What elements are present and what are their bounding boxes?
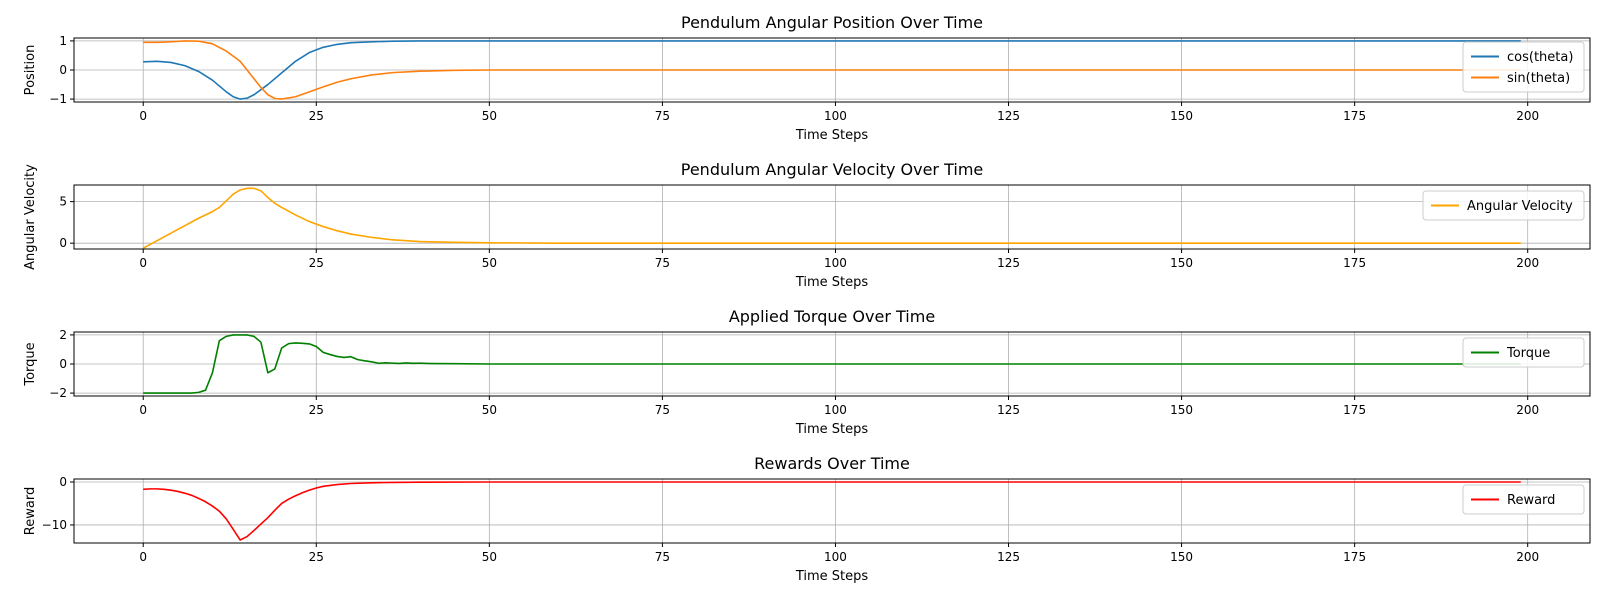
x-tick-label: 125 — [997, 256, 1020, 270]
x-tick-label: 75 — [655, 256, 670, 270]
series-line-1 — [143, 481, 1521, 541]
x-tick-label: 125 — [997, 550, 1020, 564]
x-tick-label: 150 — [1170, 256, 1193, 270]
legend-label: sin(theta) — [1507, 71, 1570, 86]
y-axis-label: Angular Velocity — [23, 164, 38, 270]
x-tick-label: 175 — [1343, 109, 1366, 123]
x-tick-label: 25 — [309, 109, 324, 123]
y-tick-label: −2 — [49, 386, 67, 400]
x-tick-label: 100 — [824, 550, 847, 564]
series-line-1 — [143, 334, 1521, 394]
x-tick-label: 200 — [1516, 109, 1539, 123]
x-tick-label: 175 — [1343, 550, 1366, 564]
legend-label: Angular Velocity — [1467, 199, 1573, 214]
legend: Reward — [1462, 484, 1585, 515]
x-axis-label: Time Steps — [795, 422, 869, 437]
x-tick-label: 25 — [309, 403, 324, 417]
y-tick-label: 2 — [59, 328, 67, 342]
legend-box — [1462, 41, 1585, 93]
chart-panel-4: 0 25 50 75 100 125 150 175 200 −10 0 Rewards Over T… — [23, 454, 1591, 584]
y-tick-label: 1 — [59, 34, 67, 48]
x-tick-label: 200 — [1516, 256, 1539, 270]
x-tick-label: 125 — [997, 403, 1020, 417]
x-tick-label: 75 — [655, 403, 670, 417]
x-tick-label: 125 — [997, 109, 1020, 123]
x-tick-label: 175 — [1343, 256, 1366, 270]
legend: cos(theta) sin(theta) — [1462, 41, 1585, 93]
series-line-1 — [143, 40, 1521, 100]
x-tick-label: 100 — [824, 109, 847, 123]
legend-label: cos(theta) — [1507, 50, 1573, 65]
x-tick-label: 175 — [1343, 403, 1366, 417]
x-axis-label: Time Steps — [795, 275, 869, 290]
x-tick-label: 75 — [655, 550, 670, 564]
y-tick-label: 0 — [59, 236, 67, 250]
y-tick-label: 0 — [59, 357, 67, 371]
chart-panel-1: 0 25 50 75 100 125 150 175 200 −1 0 1 Pendulum Angul… — [23, 13, 1591, 143]
series-line-2 — [143, 40, 1521, 100]
x-tick-label: 50 — [482, 403, 497, 417]
plot-frame — [73, 184, 1591, 250]
legend-label: Reward — [1507, 493, 1555, 508]
chart-panel-3: 0 25 50 75 100 125 150 175 200 −2 0 2 Applied Torque… — [23, 307, 1591, 437]
x-tick-label: 200 — [1516, 550, 1539, 564]
x-tick-label: 150 — [1170, 403, 1193, 417]
legend: Angular Velocity — [1422, 190, 1585, 221]
chart-title: Pendulum Angular Position Over Time — [681, 13, 983, 32]
x-tick-label: 50 — [482, 550, 497, 564]
x-tick-label: 150 — [1170, 550, 1193, 564]
legend: Torque — [1462, 337, 1585, 368]
y-tick-label: 0 — [59, 475, 67, 489]
x-tick-label: 100 — [824, 403, 847, 417]
chart-panel-2: 0 25 50 75 100 125 150 175 200 0 5 Pendulum Angular… — [23, 160, 1591, 290]
x-tick-label: 0 — [139, 550, 147, 564]
legend-box — [1462, 484, 1585, 515]
legend-label: Torque — [1506, 346, 1550, 361]
plot-frame — [73, 478, 1591, 544]
x-tick-label: 50 — [482, 256, 497, 270]
legend-box — [1462, 337, 1585, 368]
x-axis-label: Time Steps — [795, 569, 869, 584]
y-tick-label: −1 — [49, 92, 67, 106]
y-tick-label: 0 — [59, 63, 67, 77]
x-tick-label: 0 — [139, 403, 147, 417]
x-axis-label: Time Steps — [795, 128, 869, 143]
series-line-1 — [142, 187, 1521, 249]
x-tick-label: 25 — [309, 550, 324, 564]
x-tick-label: 100 — [824, 256, 847, 270]
y-tick-label: 5 — [59, 195, 67, 209]
y-axis-label: Torque — [23, 342, 38, 386]
legend-box — [1422, 190, 1585, 221]
x-tick-label: 200 — [1516, 403, 1539, 417]
chart-title: Pendulum Angular Velocity Over Time — [681, 160, 984, 179]
y-axis-label: Position — [23, 45, 38, 96]
x-tick-label: 0 — [139, 109, 147, 123]
y-axis-label: Reward — [23, 487, 38, 535]
x-tick-label: 75 — [655, 109, 670, 123]
x-tick-label: 0 — [139, 256, 147, 270]
x-tick-label: 150 — [1170, 109, 1193, 123]
chart-title: Applied Torque Over Time — [729, 307, 935, 326]
y-tick-label: −10 — [42, 518, 67, 532]
chart-title: Rewards Over Time — [754, 454, 910, 473]
x-tick-label: 25 — [309, 256, 324, 270]
x-tick-label: 50 — [482, 109, 497, 123]
